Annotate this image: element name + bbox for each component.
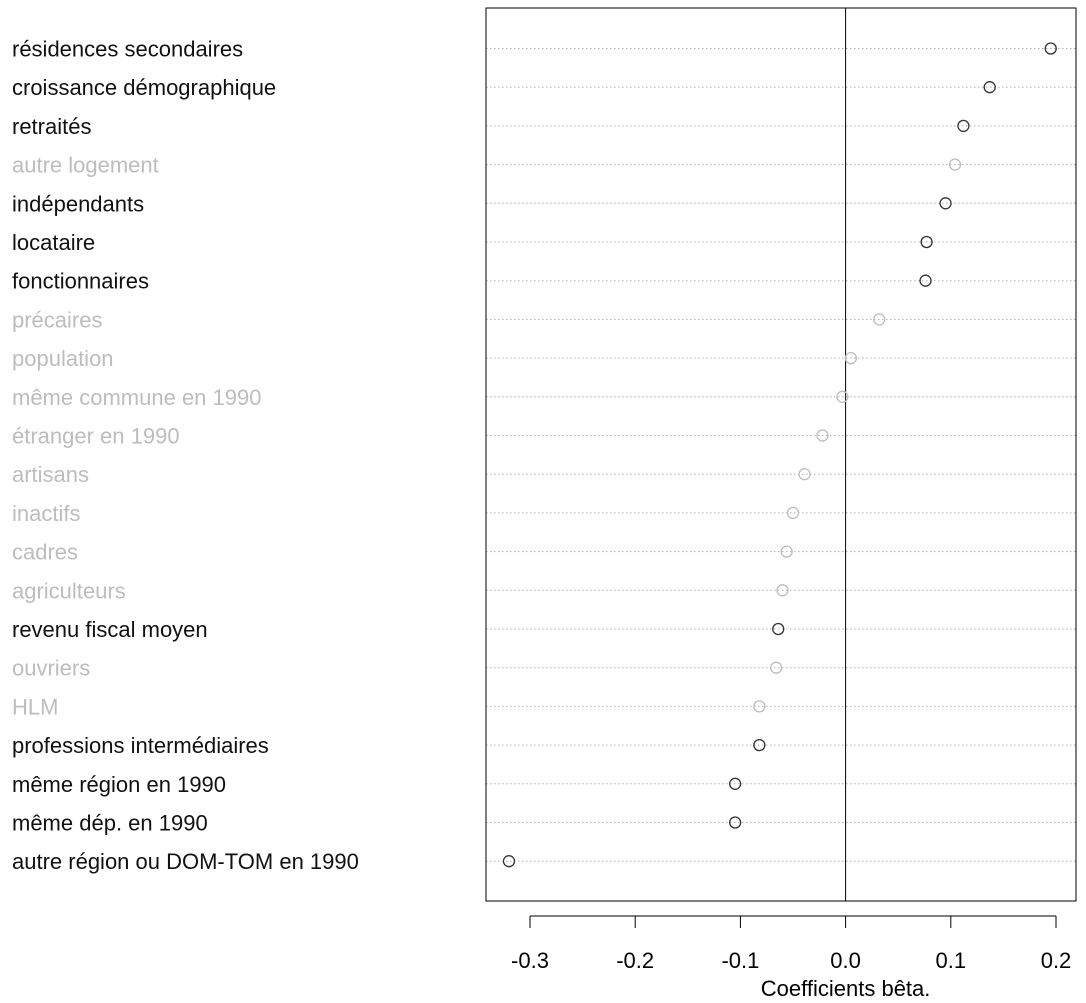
category-label: même région en 1990: [12, 772, 226, 797]
data-point: [776, 584, 789, 597]
x-tick-label: -0.2: [616, 948, 654, 973]
category-label: agriculteurs: [12, 578, 126, 603]
data-point: [836, 390, 849, 403]
data-point: [772, 622, 785, 636]
category-label: même commune en 1990: [12, 385, 261, 410]
category-label: autre région ou DOM-TOM en 1990: [12, 849, 359, 874]
category-label: résidences secondaires: [12, 37, 243, 62]
data-point: [753, 700, 766, 713]
data-point: [728, 816, 742, 829]
gridlines: [486, 48, 1076, 862]
data-point: [786, 506, 800, 520]
data-point: [983, 81, 996, 94]
x-axis-label: Coefficients bêta.: [761, 976, 931, 1001]
x-tick-label: 0.2: [1041, 948, 1072, 973]
data-point: [948, 158, 962, 171]
x-tick-label: 0.0: [830, 948, 861, 973]
data-point: [844, 351, 858, 365]
category-labels: résidences secondaires croissance démogra…: [12, 37, 359, 875]
category-label: retraités: [12, 114, 91, 139]
category-label: même dép. en 1990: [12, 811, 208, 836]
category-label: ouvriers: [12, 656, 90, 681]
category-label: locataire: [12, 230, 95, 255]
data-point: [919, 274, 932, 287]
data-point: [770, 661, 783, 674]
category-label: étranger en 1990: [12, 424, 180, 449]
data-point: [873, 313, 886, 326]
data-point: [957, 119, 970, 133]
data-point: [753, 738, 766, 752]
x-tick-label: -0.3: [511, 948, 549, 973]
x-tick-label: -0.1: [721, 948, 759, 973]
category-label: professions intermédiaires: [12, 733, 269, 758]
x-axis: -0.3 -0.2 -0.1 0.0 0.1 0.2: [511, 915, 1072, 973]
data-point: [780, 545, 793, 558]
category-label: autre logement: [12, 153, 159, 178]
data-points: [502, 42, 1057, 868]
category-label: population: [12, 346, 114, 371]
category-label: fonctionnaires: [12, 269, 149, 294]
category-label: précaires: [12, 307, 102, 332]
data-point: [1044, 42, 1057, 55]
category-label: cadres: [12, 540, 78, 565]
category-label: revenu fiscal moyen: [12, 617, 208, 642]
category-label: HLM: [12, 694, 58, 719]
data-point: [816, 429, 829, 442]
category-label: indépendants: [12, 191, 144, 216]
category-label: croissance démographique: [12, 75, 276, 100]
x-tick-label: 0.1: [936, 948, 967, 973]
plot-frame: [485, 7, 1077, 902]
data-point: [798, 468, 811, 481]
category-label: artisans: [12, 462, 89, 487]
data-point: [502, 855, 516, 868]
data-point: [920, 235, 933, 249]
category-label: inactifs: [12, 501, 80, 526]
data-point: [939, 197, 952, 210]
data-point: [728, 777, 742, 790]
